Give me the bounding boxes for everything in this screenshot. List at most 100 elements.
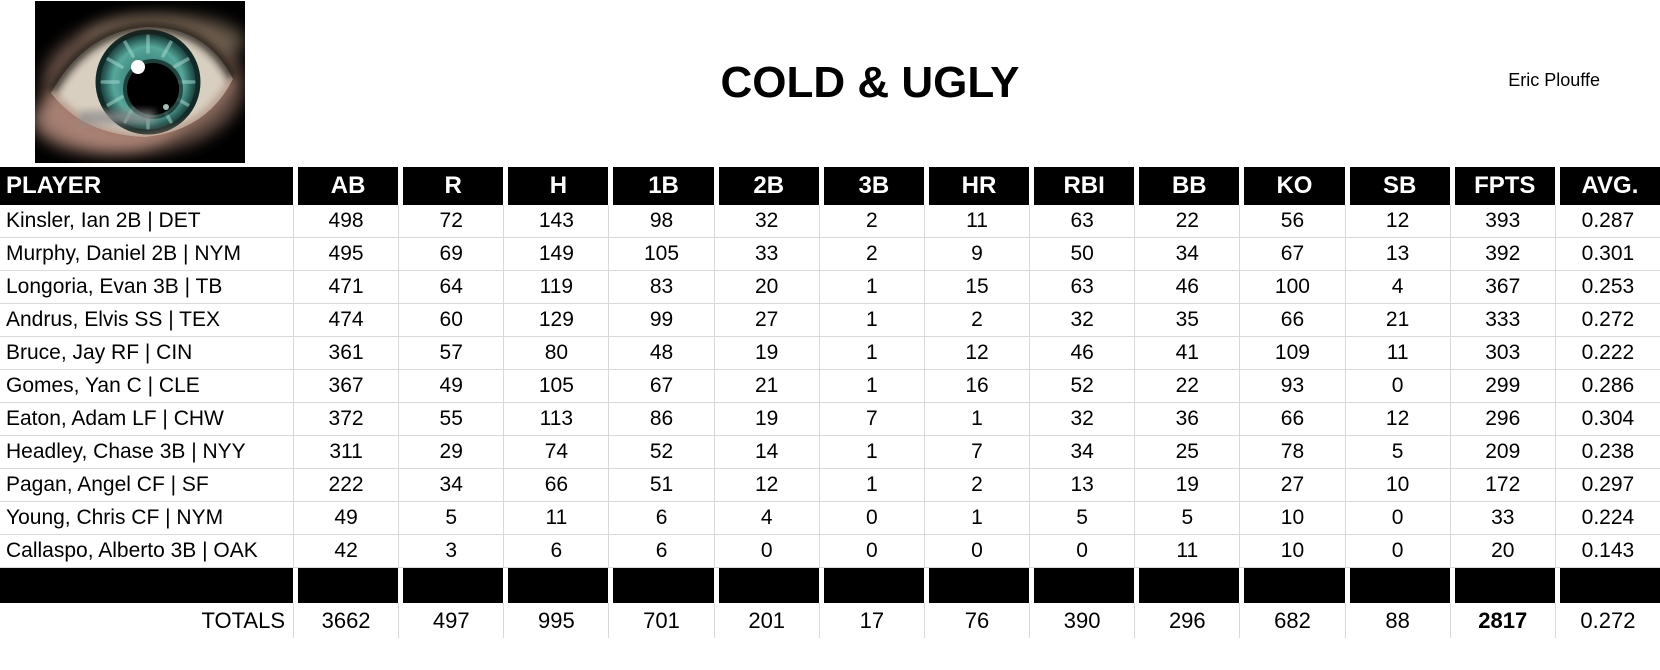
total-cell-bb[interactable]: 296 bbox=[1134, 603, 1239, 638]
stat-cell-hr[interactable]: 0 bbox=[923, 535, 1030, 568]
stat-cell-ko[interactable]: 109 bbox=[1239, 337, 1345, 370]
column-header-2b[interactable]: 2B bbox=[713, 167, 819, 205]
stat-cell-ab[interactable]: 495 bbox=[293, 238, 399, 271]
stat-cell-rbi[interactable]: 50 bbox=[1029, 238, 1135, 271]
stat-cell-rbi[interactable]: 34 bbox=[1029, 436, 1135, 469]
stat-cell-avg[interactable]: 0.224 bbox=[1554, 502, 1660, 535]
stat-cell-hr[interactable]: 1 bbox=[923, 403, 1030, 436]
stat-cell-2b[interactable]: 14 bbox=[713, 436, 819, 469]
stat-cell-h[interactable]: 6 bbox=[503, 535, 609, 568]
stat-cell-3b[interactable]: 0 bbox=[818, 535, 924, 568]
stat-cell-hr[interactable]: 16 bbox=[923, 370, 1030, 403]
stat-cell-r[interactable]: 64 bbox=[398, 271, 504, 304]
column-header-avg[interactable]: AVG. bbox=[1554, 167, 1660, 205]
stat-cell-2b[interactable]: 0 bbox=[713, 535, 819, 568]
column-header-r[interactable]: R bbox=[398, 167, 504, 205]
stat-cell-bb[interactable]: 46 bbox=[1134, 271, 1240, 304]
stat-cell-ab[interactable]: 311 bbox=[293, 436, 399, 469]
stat-cell-h[interactable]: 11 bbox=[503, 502, 609, 535]
total-cell-rbi[interactable]: 390 bbox=[1029, 603, 1134, 638]
player-cell[interactable]: Longoria, Evan 3B | TB bbox=[0, 271, 293, 304]
stat-cell-bb[interactable]: 35 bbox=[1134, 304, 1240, 337]
stat-cell-r[interactable]: 49 bbox=[398, 370, 504, 403]
stat-cell-3b[interactable]: 2 bbox=[818, 205, 924, 238]
stat-cell-hr[interactable]: 15 bbox=[923, 271, 1030, 304]
stat-cell-1b[interactable]: 48 bbox=[608, 337, 714, 370]
stat-cell-r[interactable]: 3 bbox=[398, 535, 504, 568]
stat-cell-r[interactable]: 29 bbox=[398, 436, 504, 469]
stat-cell-ko[interactable]: 56 bbox=[1239, 205, 1345, 238]
stat-cell-fpts[interactable]: 296 bbox=[1449, 403, 1555, 436]
stat-cell-fpts[interactable]: 333 bbox=[1449, 304, 1555, 337]
stat-cell-h[interactable]: 66 bbox=[503, 469, 609, 502]
stat-cell-h[interactable]: 74 bbox=[503, 436, 609, 469]
player-cell[interactable]: Pagan, Angel CF | SF bbox=[0, 469, 293, 502]
stat-cell-3b[interactable]: 1 bbox=[818, 436, 924, 469]
total-cell-sb[interactable]: 88 bbox=[1344, 603, 1450, 638]
stat-cell-2b[interactable]: 19 bbox=[713, 337, 819, 370]
stat-cell-sb[interactable]: 21 bbox=[1344, 304, 1450, 337]
stat-cell-1b[interactable]: 98 bbox=[608, 205, 714, 238]
stat-cell-ko[interactable]: 93 bbox=[1239, 370, 1345, 403]
stat-cell-fpts[interactable]: 172 bbox=[1449, 469, 1555, 502]
stat-cell-rbi[interactable]: 5 bbox=[1029, 502, 1135, 535]
stat-cell-bb[interactable]: 5 bbox=[1134, 502, 1240, 535]
stat-cell-1b[interactable]: 52 bbox=[608, 436, 714, 469]
stat-cell-r[interactable]: 57 bbox=[398, 337, 504, 370]
stat-cell-bb[interactable]: 25 bbox=[1134, 436, 1240, 469]
stat-cell-fpts[interactable]: 367 bbox=[1449, 271, 1555, 304]
stat-cell-sb[interactable]: 5 bbox=[1344, 436, 1450, 469]
total-cell-fpts[interactable]: 2817 bbox=[1449, 603, 1555, 638]
stat-cell-sb[interactable]: 0 bbox=[1344, 535, 1450, 568]
player-cell[interactable]: Murphy, Daniel 2B | NYM bbox=[0, 238, 293, 271]
stat-cell-3b[interactable]: 1 bbox=[818, 337, 924, 370]
stat-cell-hr[interactable]: 2 bbox=[923, 304, 1030, 337]
stat-cell-avg[interactable]: 0.287 bbox=[1554, 205, 1660, 238]
stat-cell-2b[interactable]: 19 bbox=[713, 403, 819, 436]
player-cell[interactable]: Young, Chris CF | NYM bbox=[0, 502, 293, 535]
stat-cell-bb[interactable]: 36 bbox=[1134, 403, 1240, 436]
column-header-fpts[interactable]: FPTS bbox=[1449, 167, 1555, 205]
stat-cell-1b[interactable]: 105 bbox=[608, 238, 714, 271]
stat-cell-r[interactable]: 55 bbox=[398, 403, 504, 436]
stat-cell-r[interactable]: 34 bbox=[398, 469, 504, 502]
stat-cell-rbi[interactable]: 0 bbox=[1029, 535, 1135, 568]
stat-cell-1b[interactable]: 99 bbox=[608, 304, 714, 337]
total-cell-h[interactable]: 995 bbox=[503, 603, 608, 638]
stat-cell-r[interactable]: 5 bbox=[398, 502, 504, 535]
stat-cell-ko[interactable]: 10 bbox=[1239, 502, 1345, 535]
player-cell[interactable]: Headley, Chase 3B | NYY bbox=[0, 436, 293, 469]
stat-cell-3b[interactable]: 7 bbox=[818, 403, 924, 436]
stat-cell-1b[interactable]: 51 bbox=[608, 469, 714, 502]
column-header-bb[interactable]: BB bbox=[1134, 167, 1240, 205]
stat-cell-hr[interactable]: 2 bbox=[923, 469, 1030, 502]
stat-cell-1b[interactable]: 83 bbox=[608, 271, 714, 304]
column-header-hr[interactable]: HR bbox=[923, 167, 1030, 205]
stat-cell-sb[interactable]: 0 bbox=[1344, 502, 1450, 535]
stat-cell-r[interactable]: 60 bbox=[398, 304, 504, 337]
stat-cell-1b[interactable]: 86 bbox=[608, 403, 714, 436]
stat-cell-2b[interactable]: 20 bbox=[713, 271, 819, 304]
stat-cell-ab[interactable]: 49 bbox=[293, 502, 399, 535]
stat-cell-sb[interactable]: 13 bbox=[1344, 238, 1450, 271]
stat-cell-rbi[interactable]: 13 bbox=[1029, 469, 1135, 502]
stat-cell-h[interactable]: 80 bbox=[503, 337, 609, 370]
stat-cell-avg[interactable]: 0.301 bbox=[1554, 238, 1660, 271]
stat-cell-avg[interactable]: 0.238 bbox=[1554, 436, 1660, 469]
stat-cell-ab[interactable]: 222 bbox=[293, 469, 399, 502]
column-header-player[interactable]: PLAYER bbox=[0, 167, 293, 205]
player-cell[interactable]: Andrus, Elvis SS | TEX bbox=[0, 304, 293, 337]
stat-cell-avg[interactable]: 0.222 bbox=[1554, 337, 1660, 370]
stat-cell-h[interactable]: 149 bbox=[503, 238, 609, 271]
stat-cell-1b[interactable]: 6 bbox=[608, 502, 714, 535]
stat-cell-3b[interactable]: 1 bbox=[818, 304, 924, 337]
stat-cell-ab[interactable]: 361 bbox=[293, 337, 399, 370]
column-header-ab[interactable]: AB bbox=[293, 167, 399, 205]
stat-cell-rbi[interactable]: 46 bbox=[1029, 337, 1135, 370]
column-header-3b[interactable]: 3B bbox=[818, 167, 924, 205]
stat-cell-h[interactable]: 143 bbox=[503, 205, 609, 238]
stat-cell-ab[interactable]: 498 bbox=[293, 205, 399, 238]
stat-cell-sb[interactable]: 0 bbox=[1344, 370, 1450, 403]
stat-cell-3b[interactable]: 0 bbox=[818, 502, 924, 535]
stat-cell-2b[interactable]: 21 bbox=[713, 370, 819, 403]
